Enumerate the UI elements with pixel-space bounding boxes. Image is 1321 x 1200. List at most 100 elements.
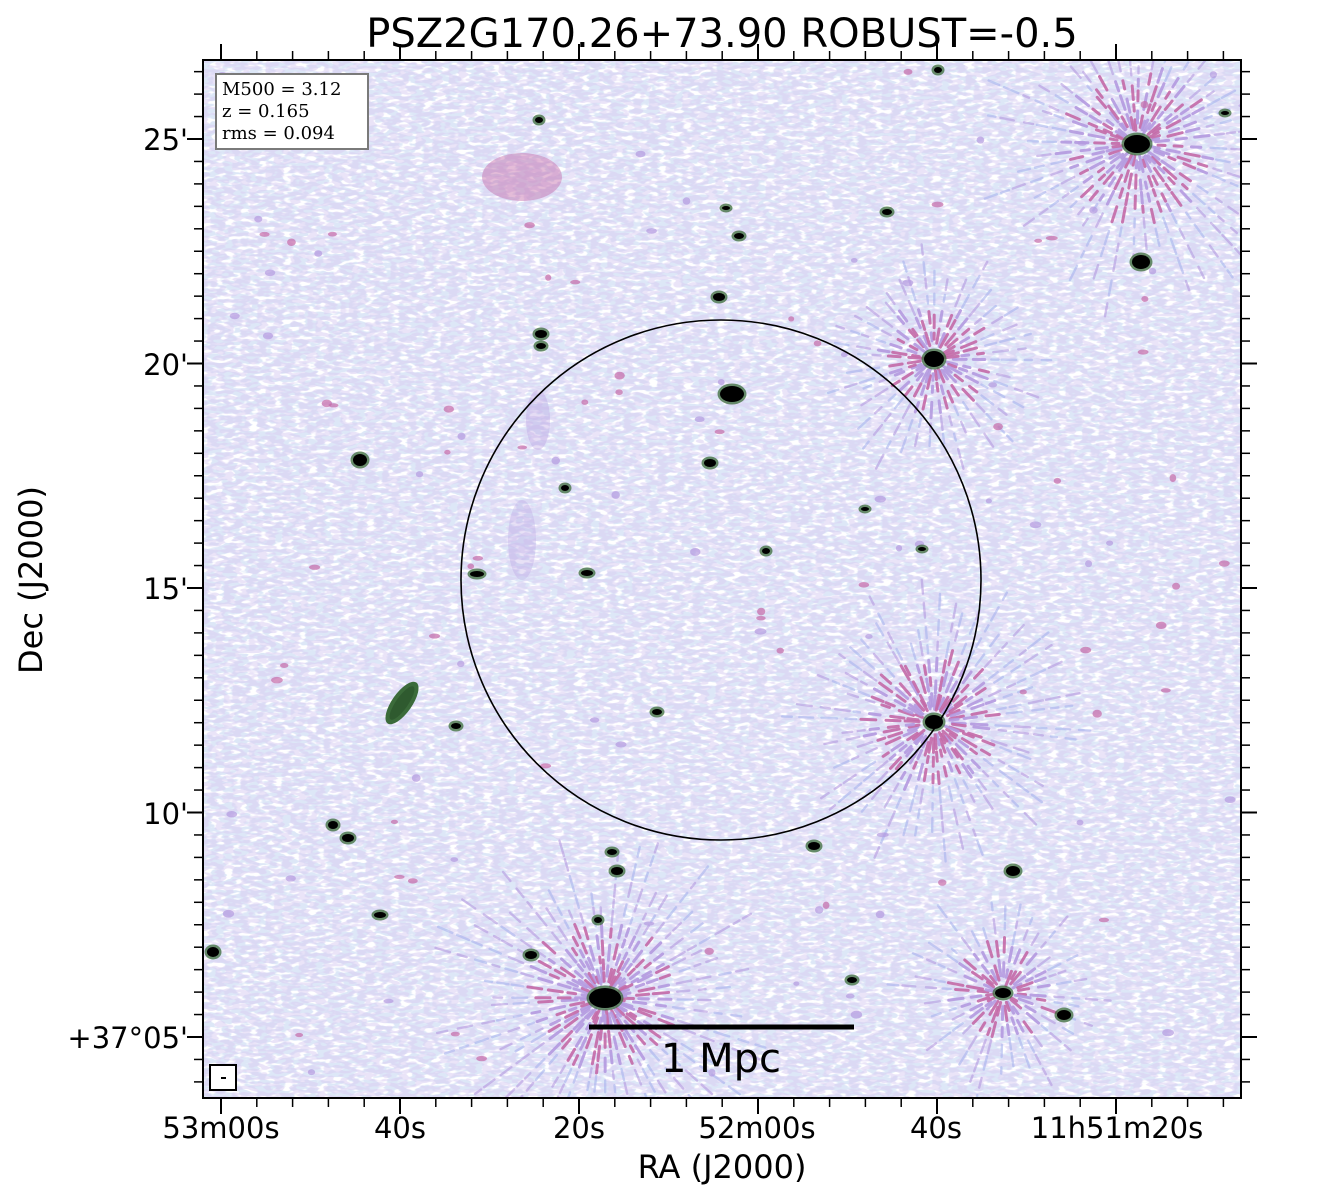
sidelobe-ray: [615, 1005, 626, 1013]
sidelobe-ray: [1149, 207, 1156, 225]
sidelobe-ray: [958, 664, 967, 678]
sidelobe-ray: [730, 1013, 743, 1018]
sidelobe-ray: [963, 958, 977, 971]
sidelobe-ray: [941, 729, 954, 742]
sidelobe-ray: [461, 898, 477, 910]
sidelobe-ray: [644, 936, 654, 947]
sidelobe-ray: [1229, 226, 1239, 235]
sidelobe-ray: [879, 673, 893, 685]
sidelobe-ray: [490, 1002, 509, 1007]
sidelobe-ray: [865, 305, 880, 318]
sidelobe-ray: [982, 757, 994, 767]
sidelobe-ray: [984, 698, 997, 706]
noise-speckle: [840, 352, 848, 358]
sidelobe-ray: [1026, 392, 1040, 399]
noise-speckle: [254, 215, 263, 223]
sidelobe-ray: [618, 977, 626, 986]
sidelobe-ray: [937, 332, 946, 348]
sidelobe-ray: [886, 668, 896, 678]
sidelobe-ray: [907, 723, 921, 729]
sidelobe-ray: [633, 1044, 646, 1061]
sidelobe-ray: [871, 353, 882, 357]
noise-speckle: [443, 405, 455, 413]
sidelobe-ray: [1022, 94, 1031, 99]
sidelobe-ray: [711, 1073, 726, 1085]
sidelobe-ray: [970, 710, 988, 716]
sidelobe-ray: [1151, 126, 1162, 135]
sidelobe-ray: [947, 362, 958, 369]
sidelobe-ray: [1009, 996, 1019, 1003]
sidelobe-ray: [887, 393, 897, 402]
sidelobe-ray: [611, 976, 623, 989]
sidelobe-ray: [672, 921, 683, 932]
sidelobe-ray: [1118, 187, 1125, 200]
sidelobe-ray: [939, 697, 953, 714]
sidelobe-ray: [443, 1049, 455, 1055]
sidelobe-ray: [657, 983, 671, 989]
sidelobe-ray: [949, 319, 957, 331]
sidelobe-ray: [948, 732, 957, 740]
sidelobe-ray: [1047, 962, 1062, 972]
sidelobe-ray: [1160, 159, 1176, 171]
sidelobe-ray: [605, 964, 610, 978]
noise-speckle: [314, 250, 323, 257]
sidelobe-ray: [1170, 191, 1183, 207]
sidelobe-ray: [1012, 730, 1030, 735]
sidelobe-ray: [999, 336, 1016, 343]
sidelobe-ray: [1188, 88, 1201, 100]
sidelobe-ray: [842, 773, 857, 785]
sidelobe-ray: [975, 1093, 979, 1098]
sidelobe-ray: [1064, 704, 1074, 708]
noise-speckle: [540, 763, 552, 769]
sidelobe-ray: [574, 1035, 584, 1048]
sidelobe-ray: [623, 1081, 629, 1095]
sidelobe-ray: [699, 1034, 715, 1043]
sidelobe-ray: [628, 1044, 635, 1054]
sidelobe-ray: [967, 731, 983, 739]
sidelobe-ray: [860, 803, 869, 813]
sidelobe-ray: [985, 999, 997, 1011]
sidelobe-ray: [990, 739, 1008, 747]
noise-speckle: [307, 1069, 316, 1076]
sidelobe-ray: [946, 981, 965, 987]
sidelobe-ray: [1015, 782, 1030, 794]
sidelobe-ray: [656, 1096, 660, 1098]
sidelobe-ray: [1009, 970, 1018, 981]
sidelobe-ray: [580, 1008, 591, 1017]
sidelobe-ray: [583, 926, 590, 941]
sidelobe-ray: [947, 760, 954, 773]
sidelobe-ray: [945, 727, 959, 737]
sidelobe-ray: [679, 891, 689, 903]
sidelobe-ray: [551, 1076, 559, 1088]
radio-source: [342, 834, 354, 842]
sidelobe-ray: [953, 373, 964, 383]
sidelobe-ray: [590, 892, 595, 906]
sidelobe-ray: [968, 302, 981, 318]
sidelobe-ray: [571, 946, 579, 957]
sidelobe-ray: [943, 706, 954, 715]
sidelobe-ray: [1013, 387, 1024, 393]
sidelobe-ray: [913, 432, 919, 448]
sidelobe-ray: [969, 747, 978, 756]
sidelobe-ray: [669, 937, 684, 949]
sidelobe-ray: [563, 1017, 579, 1029]
sidelobe-ray: [1068, 1003, 1080, 1008]
sidelobe-ray: [568, 874, 576, 892]
sidelobe-ray: [1068, 129, 1085, 136]
sidelobe-ray: [988, 689, 1002, 698]
sidelobe-ray: [1035, 123, 1049, 128]
sidelobe-ray: [600, 939, 605, 957]
sidelobe-ray: [635, 992, 651, 997]
sidelobe-ray: [986, 996, 996, 1003]
sidelobe-ray: [985, 980, 996, 989]
sidelobe-ray: [1203, 114, 1213, 120]
sidelobe-ray: [1065, 112, 1081, 121]
sidelobe-ray: [566, 991, 578, 996]
sidelobe-ray: [951, 1012, 965, 1021]
sidelobe-ray: [560, 998, 579, 1003]
sidelobe-ray: [613, 1084, 617, 1094]
sidelobe-ray: [1164, 0, 1166, 5]
sidelobe-ray: [1217, 215, 1225, 223]
sidelobe-ray: [584, 1009, 594, 1020]
sidelobe-ray: [925, 677, 931, 693]
